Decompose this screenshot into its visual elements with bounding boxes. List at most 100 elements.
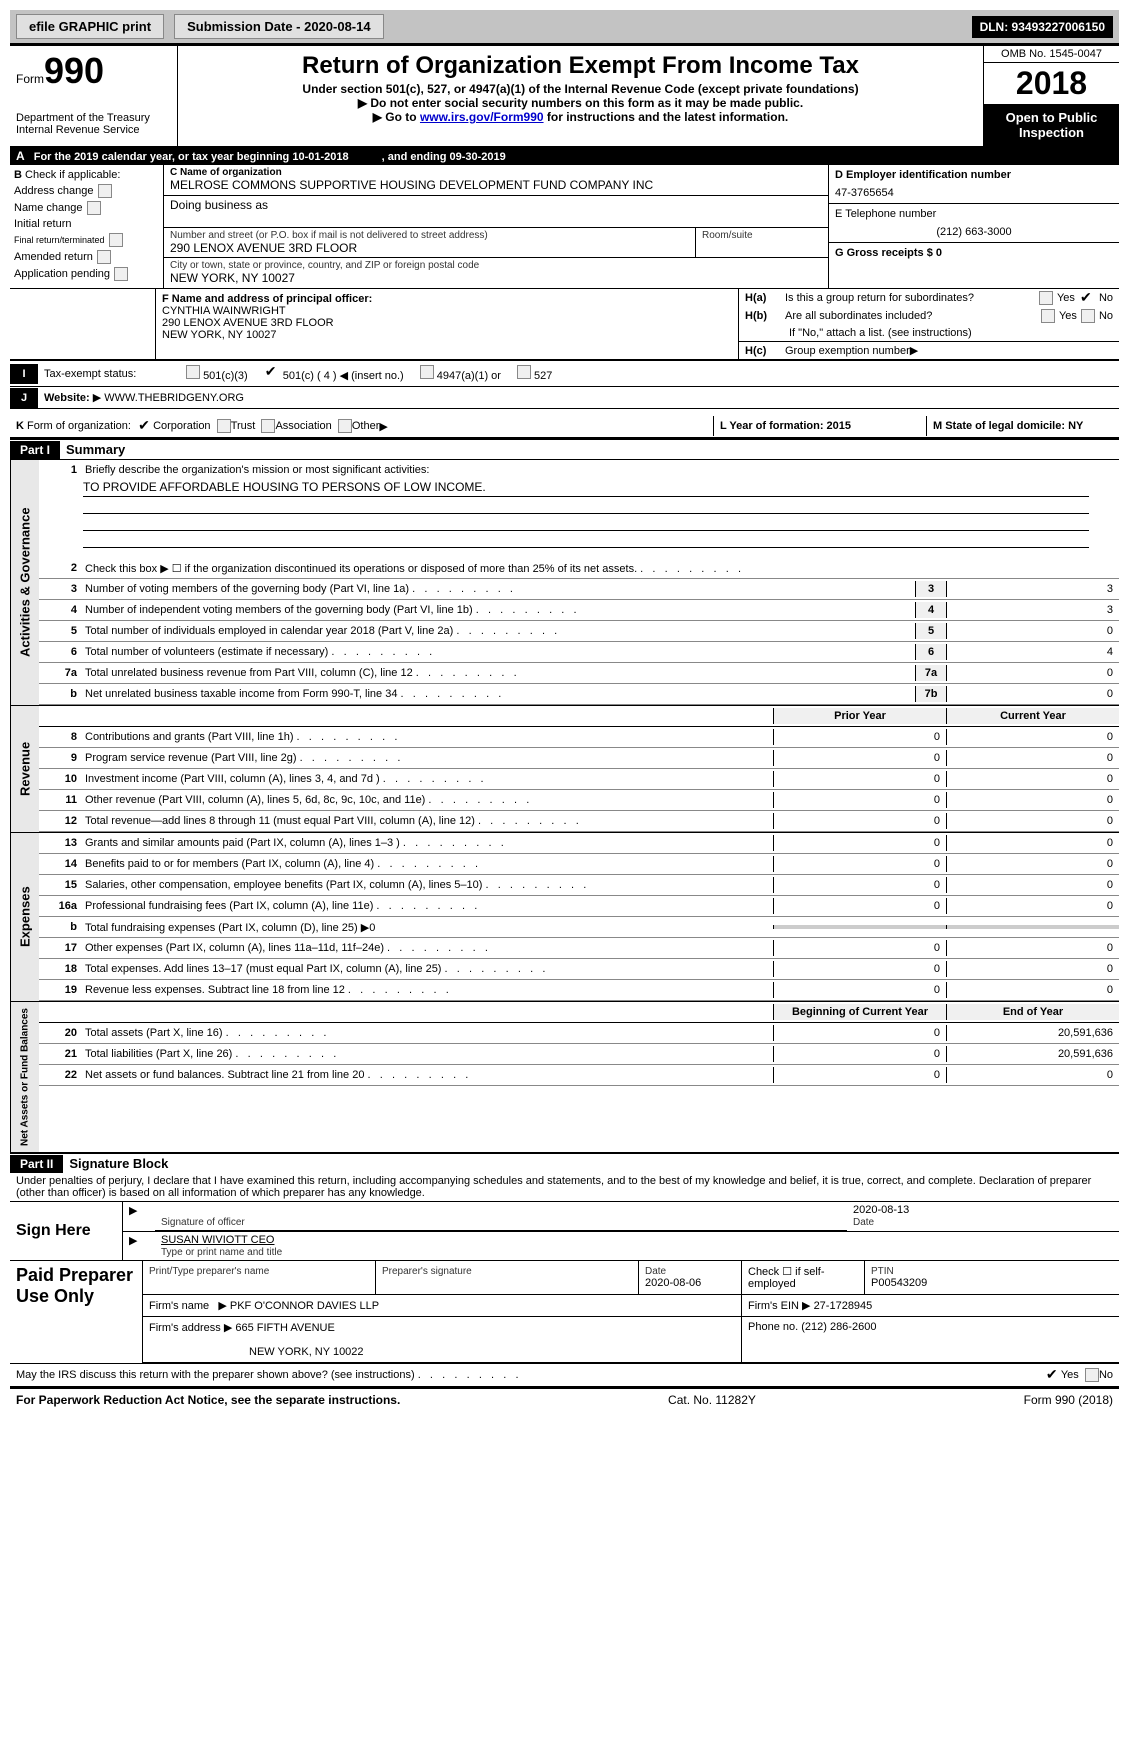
- firm-name: PKF O'CONNOR DAVIES LLP: [230, 1300, 379, 1312]
- firm-addr-label: Firm's address: [149, 1322, 221, 1334]
- line-val: 0: [947, 623, 1119, 639]
- prior-year-val: 0: [773, 1067, 947, 1083]
- instruction-ssn: Do not enter social security numbers on …: [184, 96, 977, 110]
- dept-irs: Internal Revenue Service: [16, 124, 171, 136]
- opt-4947: 4947(a)(1) or: [437, 370, 501, 382]
- table-row: 4 Number of independent voting members o…: [39, 600, 1119, 621]
- row-i: I Tax-exempt status: 501(c)(3) 501(c) ( …: [10, 360, 1119, 387]
- mission-blank1: [83, 497, 1089, 514]
- line-num: 22: [39, 1067, 81, 1083]
- line-desc: Grants and similar amounts paid (Part IX…: [81, 835, 773, 851]
- header-center: Return of Organization Exempt From Incom…: [178, 46, 983, 146]
- current-year-val: 0: [947, 1067, 1119, 1083]
- addr-label: Number and street (or P.O. box if mail i…: [170, 230, 689, 241]
- prior-year-val: 0: [773, 1025, 947, 1041]
- table-row: 7a Total unrelated business revenue from…: [39, 663, 1119, 684]
- ein-value: 47-3765654: [835, 187, 1113, 199]
- ein-label: D Employer identification number: [835, 169, 1011, 181]
- line-num: b: [39, 686, 81, 702]
- prior-year-val: 0: [773, 982, 947, 998]
- checkbox-icon[interactable]: [1039, 291, 1053, 305]
- prep-date-label: Date: [645, 1266, 666, 1277]
- checkbox-icon[interactable]: [420, 365, 434, 379]
- checkbox-icon[interactable]: [217, 419, 231, 433]
- checkbox-icon[interactable]: [114, 267, 128, 281]
- letter-k: K: [16, 420, 24, 432]
- line-ref: 7b: [915, 686, 947, 702]
- sig-officer-label: Signature of officer: [161, 1217, 245, 1228]
- prior-year-val: 0: [773, 729, 947, 745]
- sidebar-governance: Activities & Governance: [10, 460, 39, 705]
- line-num: 19: [39, 982, 81, 998]
- checkbox-icon[interactable]: [1085, 1368, 1099, 1382]
- form-prefix: Form: [16, 72, 44, 86]
- table-row: 8 Contributions and grants (Part VIII, l…: [39, 727, 1119, 748]
- footer-row: For Paperwork Reduction Act Notice, see …: [10, 1386, 1119, 1411]
- prior-year-val: 0: [773, 792, 947, 808]
- line-num: 16a: [39, 898, 81, 914]
- ptin-label: PTIN: [871, 1266, 894, 1277]
- table-row: 15 Salaries, other compensation, employe…: [39, 875, 1119, 896]
- shaded-cell: [773, 925, 947, 929]
- table-row: 14 Benefits paid to or for members (Part…: [39, 854, 1119, 875]
- section-fh: F Name and address of principal officer:…: [10, 289, 1119, 360]
- sign-section: Sign Here ▶ Signature of officer 2020-08…: [10, 1201, 1119, 1261]
- prior-year-val: 0: [773, 940, 947, 956]
- checkbox-icon[interactable]: [87, 201, 101, 215]
- checkbox-icon[interactable]: [1041, 309, 1055, 323]
- checkbox-icon[interactable]: [186, 365, 200, 379]
- line-ref: 5: [915, 623, 947, 639]
- checkbox-icon[interactable]: [517, 365, 531, 379]
- amended-label: Amended return: [14, 251, 93, 263]
- section-right: D Employer identification number 47-3765…: [828, 165, 1119, 288]
- check-icon: [1079, 291, 1095, 305]
- preparer-section: Paid Preparer Use Only Print/Type prepar…: [10, 1261, 1119, 1364]
- table-row: 17 Other expenses (Part IX, column (A), …: [39, 938, 1119, 959]
- table-row: 22 Net assets or fund balances. Subtract…: [39, 1065, 1119, 1086]
- current-year-val: 0: [947, 856, 1119, 872]
- opt-501c3: 501(c)(3): [203, 370, 248, 382]
- line-val: 3: [947, 602, 1119, 618]
- checkbox-icon[interactable]: [261, 419, 275, 433]
- preparer-label: Paid Preparer Use Only: [10, 1261, 143, 1363]
- line-num: 14: [39, 856, 81, 872]
- checkbox-icon[interactable]: [98, 184, 112, 198]
- check-applicable-label: Check if applicable:: [25, 169, 120, 181]
- initial-return-label: Initial return: [14, 218, 71, 230]
- current-year-header: Current Year: [947, 708, 1119, 724]
- line1-desc: Briefly describe the organization's miss…: [81, 462, 1119, 478]
- checkbox-icon[interactable]: [338, 419, 352, 433]
- table-row: 9 Program service revenue (Part VIII, li…: [39, 748, 1119, 769]
- checkbox-icon[interactable]: [109, 233, 123, 247]
- sign-here-label: Sign Here: [10, 1202, 123, 1260]
- website-label: Website:: [44, 392, 90, 404]
- section-b: B Check if applicable: Address change Na…: [10, 165, 163, 288]
- letter-a: A: [16, 149, 25, 163]
- name-change-label: Name change: [14, 202, 83, 214]
- row-klm: K Form of organization: Corporation Trus…: [10, 409, 1119, 438]
- line-num: 5: [39, 623, 81, 639]
- row-a: A For the 2019 calendar year, or tax yea…: [10, 147, 1119, 165]
- line-num: 18: [39, 961, 81, 977]
- line-val: 4: [947, 644, 1119, 660]
- instruction-goto: Go to www.irs.gov/Form990 for instructio…: [184, 110, 977, 124]
- efile-button[interactable]: efile GRAPHIC print: [16, 14, 164, 39]
- checkbox-icon[interactable]: [1081, 309, 1095, 323]
- part1-title: Summary: [60, 440, 131, 459]
- top-bar: efile GRAPHIC print Submission Date - 20…: [10, 10, 1119, 43]
- tax-year: 2018: [984, 63, 1119, 104]
- submission-button[interactable]: Submission Date - 2020-08-14: [174, 14, 384, 39]
- opt-assoc: Association: [275, 420, 331, 432]
- summary-netassets: Net Assets or Fund Balances Beginning of…: [10, 1001, 1119, 1153]
- omb-number: OMB No. 1545-0047: [984, 46, 1119, 63]
- opt-527: 527: [534, 370, 552, 382]
- current-year-val: 0: [947, 940, 1119, 956]
- table-row: 13 Grants and similar amounts paid (Part…: [39, 833, 1119, 854]
- check-icon: [264, 365, 280, 379]
- mission-text: TO PROVIDE AFFORDABLE HOUSING TO PERSONS…: [83, 480, 1089, 497]
- checkbox-icon[interactable]: [97, 250, 111, 264]
- check-icon: [1045, 1368, 1061, 1382]
- opt-trust: Trust: [231, 420, 256, 432]
- addr-value: 290 LENOX AVENUE 3RD FLOOR: [170, 241, 689, 255]
- irs-link[interactable]: www.irs.gov/Form990: [420, 110, 544, 124]
